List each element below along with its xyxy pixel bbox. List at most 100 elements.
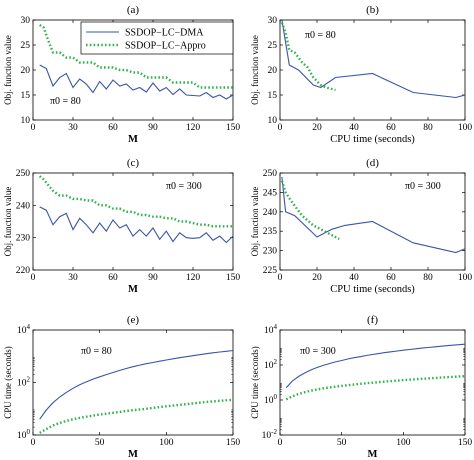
y-tick-exponent: 0 (27, 428, 31, 436)
y-tick-label: 102 (264, 358, 278, 371)
x-tick-label: 50 (95, 438, 105, 448)
legend-entry-dma: SSDOP−LC−DMA (125, 28, 204, 39)
y-tick-base: 10 (262, 431, 272, 441)
y-tick-label: 10 (21, 116, 31, 126)
series-line-dma (285, 343, 465, 389)
x-tick-label: 0 (31, 438, 36, 448)
y-tick-base: 10 (17, 379, 27, 389)
axes-frame (279, 172, 466, 271)
series-line-dma (39, 206, 233, 244)
x-tick-label: 40 (349, 123, 359, 133)
x-tick-label: 40 (349, 273, 359, 283)
x-tick-label: 0 (31, 123, 36, 133)
y-tick-exponent: 4 (274, 323, 278, 331)
y-tick-label: 15 (268, 91, 278, 101)
x-tick-label: 60 (108, 123, 118, 133)
y-tick-label: 102 (17, 376, 31, 389)
y-tick-label: 15 (21, 91, 31, 101)
series-line-dma (39, 349, 233, 420)
y-tick-label: 230 (263, 247, 278, 257)
y-tick-base: 10 (17, 431, 27, 441)
annotation-pi0: π0 = 300 (300, 346, 336, 357)
y-tick-label: 100 (264, 393, 278, 406)
x-tick-label: 60 (386, 273, 396, 283)
x-tick-label: 100 (458, 273, 473, 283)
x-axis-label: M (128, 284, 138, 295)
x-tick-label: 60 (108, 273, 118, 283)
x-axis-label: M (128, 449, 138, 460)
x-tick-label: 150 (226, 123, 241, 133)
annotation-pi0: π0 = 300 (166, 181, 202, 192)
y-tick-base: 10 (264, 396, 274, 406)
series-line-appro (285, 375, 465, 401)
x-tick-label: 120 (186, 273, 201, 283)
series-line-appro (39, 23, 233, 89)
panel-label: (d) (366, 157, 379, 169)
y-tick-label: 230 (16, 234, 31, 244)
y-tick-label: 245 (263, 188, 278, 198)
series-line-dma (281, 176, 465, 254)
y-tick-exponent: 2 (274, 358, 278, 366)
x-tick-label: 100 (458, 123, 473, 133)
y-tick-exponent: 2 (27, 376, 31, 384)
x-tick-label: 60 (386, 123, 396, 133)
panel-d: 0 20 40 60 80 100 225 230 235 240 245 250 (d) CPU tim… (250, 157, 472, 295)
y-tick-label: 240 (16, 201, 31, 211)
legend-box (80, 21, 234, 55)
series-line-appro (38, 175, 233, 228)
x-tick-label: 0 (278, 438, 283, 448)
y-tick-label: 20 (268, 66, 278, 76)
y-axis-label: CPU time (seconds) (250, 346, 260, 419)
x-axis-label: CPU time (seconds) (330, 284, 415, 295)
series-line-appro (39, 398, 233, 434)
y-tick-label: 30 (268, 16, 278, 26)
panel-c: 0 30 60 90 120 150 220 230 240 250 (c) M Obj. functi… (3, 157, 240, 295)
x-tick-label: 20 (312, 273, 322, 283)
x-tick-label: 0 (278, 273, 283, 283)
panel-label: (c) (127, 157, 140, 169)
x-tick-label: 30 (68, 273, 78, 283)
annotation-pi0: π0 = 80 (50, 96, 81, 107)
series-line-appro (280, 22, 336, 92)
x-axis-label: CPU time (seconds) (330, 134, 415, 145)
x-tick-label: 80 (423, 123, 433, 133)
x-tick-label: 90 (148, 273, 158, 283)
y-axis-label: Obj. function value (3, 187, 13, 257)
x-axis-label: M (368, 449, 378, 460)
x-tick-label: 120 (186, 123, 201, 133)
panel-a: 0 30 60 90 120 150 10 15 20 25 30 (a) M Obj. function… (3, 4, 240, 145)
x-tick-label: 100 (159, 438, 174, 448)
y-tick-label: 104 (264, 323, 278, 336)
annotation-pi0: π0 = 80 (81, 346, 112, 357)
y-tick-label: 250 (16, 169, 31, 179)
y-tick-label: 104 (17, 323, 31, 336)
x-tick-label: 50 (337, 438, 347, 448)
y-tick-base: 10 (17, 326, 27, 336)
y-tick-exponent: 0 (274, 393, 278, 401)
y-tick-exponent: 4 (27, 323, 31, 331)
y-tick-base: 10 (264, 326, 274, 336)
y-tick-exponent: -2 (271, 428, 277, 436)
y-tick-label: 10 (268, 116, 278, 126)
y-tick-label: 25 (268, 41, 278, 51)
y-axis-label: CPU time (seconds) (3, 346, 13, 419)
x-tick-label: 100 (396, 438, 411, 448)
series-line-dma (39, 64, 233, 100)
y-axis-label: Obj. function value (250, 187, 260, 257)
panel-b: 0 20 40 60 80 100 10 15 20 25 30 (b) CPU time (secon… (250, 4, 472, 145)
y-axis-label: Obj. function value (3, 35, 13, 105)
series-line-appro (280, 180, 340, 241)
annotation-pi0: π0 = 80 (305, 30, 336, 41)
legend-entry-appro: SSDOP−LC−Appro (125, 41, 206, 52)
y-tick-label: 240 (263, 208, 278, 218)
series-line-dma (281, 20, 465, 99)
y-tick-label: 30 (21, 16, 31, 26)
x-tick-label: 150 (458, 438, 473, 448)
panel-label: (a) (127, 4, 140, 16)
x-tick-label: 0 (31, 273, 36, 283)
panel-label: (b) (366, 4, 379, 16)
axes-frame (32, 329, 234, 436)
y-tick-label: 225 (263, 266, 278, 276)
